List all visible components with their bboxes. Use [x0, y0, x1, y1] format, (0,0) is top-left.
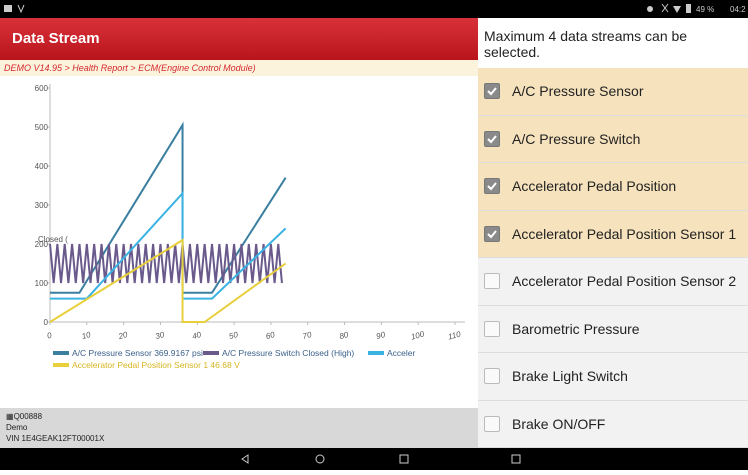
- stream-item[interactable]: Barometric Pressure: [478, 306, 748, 353]
- legend-label: A/C Pressure Switch Closed (High): [222, 348, 354, 358]
- y-tick-label: 600: [35, 84, 49, 93]
- stream-item[interactable]: Accelerator Pedal Position Sensor 2: [478, 258, 748, 306]
- stream-item[interactable]: A/C Pressure Switch: [478, 115, 748, 163]
- nav-icons: [241, 454, 521, 464]
- x-tick-label: 20: [117, 330, 129, 341]
- y-tick-label: 200: [35, 240, 49, 249]
- stream-label: A/C Pressure Sensor: [512, 83, 644, 100]
- y-tick-label: 400: [35, 162, 49, 171]
- x-tick-label: 60: [265, 330, 276, 341]
- checkbox[interactable]: [484, 415, 500, 432]
- x-tick-label: 80: [338, 330, 349, 341]
- legend-swatch: [53, 363, 69, 367]
- y-tick-label: 0: [44, 318, 49, 327]
- bluetooth-icon: [661, 3, 669, 13]
- status-bar: 49 % 04:2: [0, 0, 748, 18]
- chart: 0 100 200 300 400 500 600 0 10 20 30 40 50 60 70 80 90 10…: [35, 84, 465, 370]
- breadcrumb: DEMO V14.95 > Health Report > ECM(Engine…: [0, 60, 478, 76]
- header-title: Data Stream: [0, 18, 478, 60]
- annotation: Closed (: [38, 235, 68, 244]
- check-mark: [487, 135, 497, 144]
- legend-swatch: [53, 351, 69, 355]
- stream-label: A/C Pressure Switch: [512, 130, 641, 147]
- legend-swatch: [368, 351, 384, 355]
- stream-label: Brake Light Switch: [512, 368, 628, 385]
- x-tick-label: 10: [81, 330, 92, 341]
- stream-list: A/C Pressure Sensor A/C Pressure Switch Ac…: [478, 68, 748, 448]
- notification-icon: [4, 5, 12, 12]
- x-tick-label: 90: [375, 330, 386, 341]
- vehicle-id-text: Q00888: [13, 412, 43, 421]
- check-mark: [487, 87, 497, 96]
- checkbox[interactable]: [484, 320, 500, 337]
- legend-label: Accelerator Pedal Position Sensor 1 46.6…: [72, 360, 240, 370]
- checkbox[interactable]: [484, 368, 500, 385]
- stream-item[interactable]: Accelerator Pedal Position Sensor 1: [478, 210, 748, 258]
- x-tick-label: 30: [154, 330, 165, 341]
- x-tick-label: 40: [191, 330, 202, 341]
- panel-title: Maximum 4 data streams can be selected.: [478, 18, 748, 68]
- time: 04:2: [730, 5, 746, 14]
- stream-item[interactable]: Brake ON/OFF: [478, 401, 748, 448]
- legend-label: Acceler: [387, 348, 416, 358]
- check-mark: [487, 230, 497, 239]
- series-line: [49, 243, 283, 284]
- checkbox-checked[interactable]: [484, 130, 500, 147]
- checkbox[interactable]: [484, 273, 500, 290]
- checkbox-checked[interactable]: [484, 225, 500, 242]
- legend-label: A/C Pressure Sensor 369.9167 psi: [72, 348, 203, 358]
- y-tick-label: 100: [35, 279, 49, 288]
- footer: ▦Q00888 Demo VIN 1E4GEAK12FT00001X: [0, 408, 478, 448]
- vin: VIN 1E4GEAK12FT00001X: [6, 434, 105, 443]
- battery-icon: [686, 4, 691, 13]
- stream-label: Accelerator Pedal Position Sensor 1: [512, 225, 737, 242]
- x-tick-label: 110: [447, 329, 462, 341]
- stream-item[interactable]: A/C Pressure Sensor: [478, 68, 748, 116]
- home-button[interactable]: [315, 454, 325, 464]
- y-tick-label: 300: [35, 201, 49, 210]
- stream-item[interactable]: Accelerator Pedal Position: [478, 163, 748, 211]
- recents-button[interactable]: [399, 454, 409, 464]
- back-button[interactable]: [241, 454, 249, 464]
- stream-label: Barometric Pressure: [512, 320, 640, 337]
- screenshot-button[interactable]: [511, 454, 521, 464]
- x-tick-label: 100: [410, 329, 426, 341]
- y-tick-label: 500: [35, 123, 49, 132]
- vehicle-id: ▦Q00888: [6, 412, 43, 421]
- checkbox-checked[interactable]: [484, 178, 500, 195]
- location-icon: [647, 6, 653, 12]
- battery-text: 49 %: [696, 5, 714, 14]
- x-tick-label: 0: [46, 331, 53, 341]
- stream-panel: Maximum 4 data streams can be selected. …: [478, 18, 748, 448]
- status-icons: 49 % 04:2: [4, 3, 746, 14]
- wifi-icon: [673, 6, 681, 13]
- legend-swatch: [203, 351, 219, 355]
- x-tick-label: 70: [302, 330, 313, 341]
- stream-label: Accelerator Pedal Position: [512, 178, 677, 195]
- stream-item[interactable]: Brake Light Switch: [478, 353, 748, 401]
- mode: Demo: [6, 423, 28, 432]
- stream-label: Accelerator Pedal Position Sensor 2: [512, 273, 737, 290]
- check-mark: [487, 182, 497, 191]
- series-line: [49, 238, 287, 323]
- checkbox-checked[interactable]: [484, 83, 500, 100]
- signal-icon: [17, 4, 25, 14]
- x-tick-label: 50: [228, 330, 239, 341]
- nav-bar: [0, 448, 748, 470]
- stream-label: Brake ON/OFF: [512, 415, 606, 432]
